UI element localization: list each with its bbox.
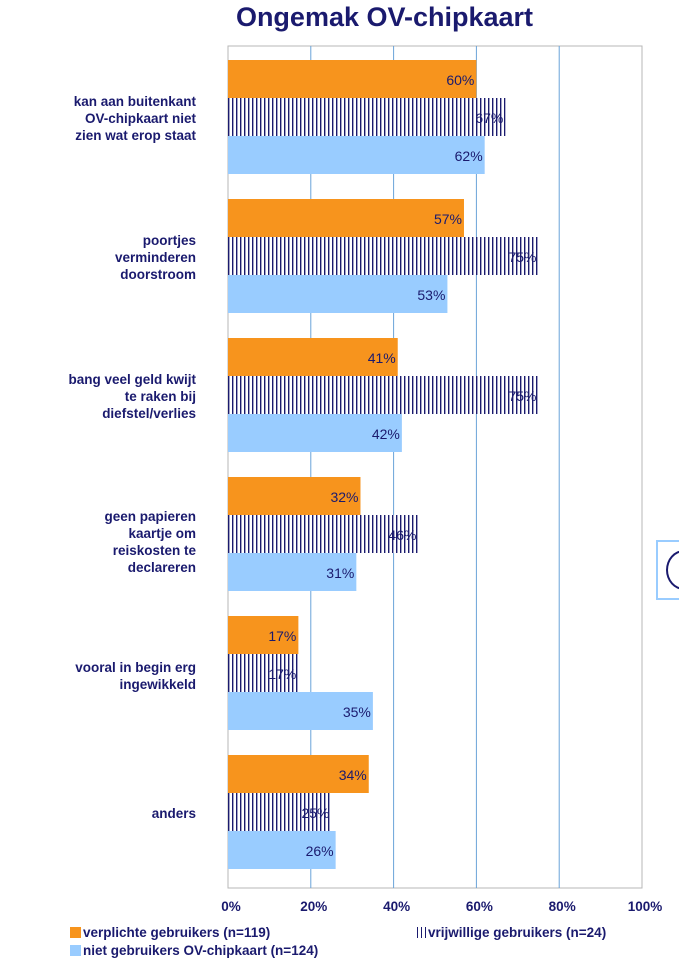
legend-swatch-blue bbox=[70, 945, 81, 956]
x-tick-label: 40% bbox=[383, 899, 411, 914]
bar-series-0-cat-1 bbox=[228, 199, 464, 237]
bar-series-0-cat-4 bbox=[228, 616, 299, 654]
bar-series-0-cat-3 bbox=[228, 477, 361, 515]
x-tick-label: 80% bbox=[548, 899, 576, 914]
data-label: 32% bbox=[330, 489, 358, 505]
bar-series-0-cat-2 bbox=[228, 338, 398, 376]
category-label: anders bbox=[151, 806, 196, 821]
data-label: 75% bbox=[508, 249, 536, 265]
x-tick-label: 100% bbox=[627, 899, 663, 914]
x-tick-label: 60% bbox=[465, 899, 493, 914]
data-label: 25% bbox=[301, 805, 329, 821]
data-label: 34% bbox=[339, 767, 367, 783]
bar-series-2-cat-5 bbox=[228, 831, 336, 869]
legend-swatch-stripes bbox=[417, 927, 426, 938]
bar-series-1-cat-1 bbox=[228, 237, 539, 275]
category-label: geen papieren kaartje om reiskosten te decl… bbox=[104, 509, 196, 575]
legend-item-niet: niet gebruikers OV-chipkaart (n=124) bbox=[70, 943, 318, 958]
data-label: 62% bbox=[455, 148, 483, 164]
legend-item-vrijwillige: vrijwillige gebruikers (n=24) bbox=[417, 925, 606, 940]
bar-series-2-cat-0 bbox=[228, 136, 485, 174]
data-label: 41% bbox=[368, 350, 396, 366]
data-label: 17% bbox=[268, 666, 296, 682]
legend-swatch-orange bbox=[70, 927, 81, 938]
bar-series-0-cat-0 bbox=[228, 60, 477, 98]
data-label: 42% bbox=[372, 426, 400, 442]
bar-series-1-cat-4 bbox=[228, 654, 299, 692]
bar-series-2-cat-1 bbox=[228, 275, 448, 313]
bar-series-1-cat-3 bbox=[228, 515, 419, 553]
bar-series-1-cat-0 bbox=[228, 98, 506, 136]
plot-frame bbox=[227, 45, 643, 889]
category-label: poortjes verminderen doorstroom bbox=[114, 233, 196, 282]
data-label: 31% bbox=[326, 565, 354, 581]
category-label: vooral in begin erg ingewikkeld bbox=[75, 660, 196, 692]
data-label: 26% bbox=[306, 843, 334, 859]
chart-title: Ongemak OV-chipkaart bbox=[235, 2, 534, 32]
data-label: 46% bbox=[388, 527, 416, 543]
legend-item-verplichte: verplichte gebruikers (n=119) bbox=[70, 925, 270, 940]
data-label: 35% bbox=[343, 704, 371, 720]
side-decoration-circle bbox=[666, 550, 679, 590]
x-tick-label: 20% bbox=[300, 899, 328, 914]
bar-series-2-cat-3 bbox=[228, 553, 357, 591]
x-tick-label: 0% bbox=[221, 899, 241, 914]
data-label: 53% bbox=[417, 287, 445, 303]
bar-series-1-cat-2 bbox=[228, 376, 539, 414]
side-decoration bbox=[656, 540, 679, 600]
category-label: bang veel geld kwijt te raken bij diefstel… bbox=[68, 372, 196, 421]
data-label: 17% bbox=[268, 628, 296, 644]
bar-series-2-cat-4 bbox=[228, 692, 373, 730]
bar-series-1-cat-5 bbox=[228, 793, 332, 831]
data-label: 57% bbox=[434, 211, 462, 227]
category-label: kan aan buitenkant OV-chipkaart niet zien … bbox=[73, 94, 196, 143]
bar-series-0-cat-5 bbox=[228, 755, 369, 793]
bar-series-2-cat-2 bbox=[228, 414, 402, 452]
data-label: 60% bbox=[446, 72, 474, 88]
data-label: 75% bbox=[508, 388, 536, 404]
data-label: 67% bbox=[475, 110, 503, 126]
